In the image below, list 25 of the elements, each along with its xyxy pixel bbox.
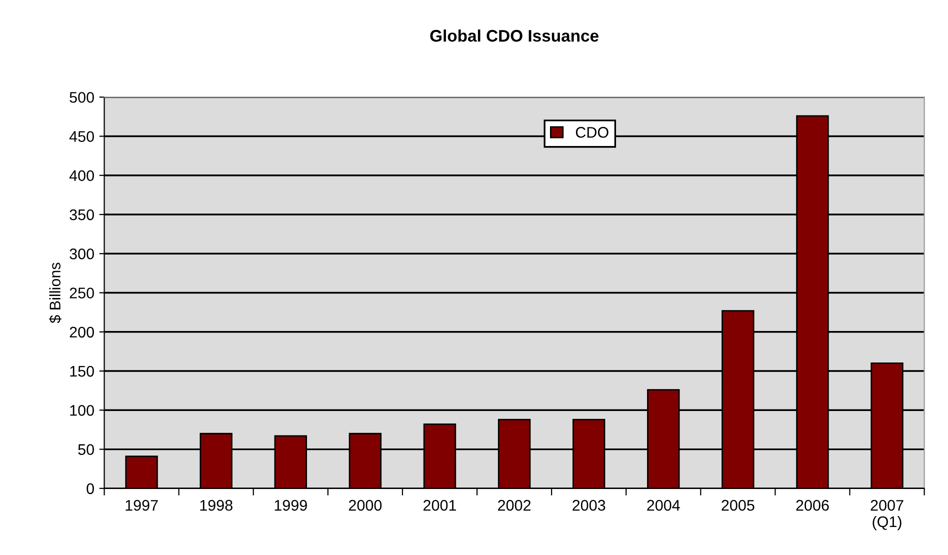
y-tick-label: 450	[69, 131, 94, 142]
x-tick-label: 2004	[647, 500, 680, 511]
y-tick-label: 50	[78, 444, 94, 455]
y-tick-label: 400	[69, 170, 94, 182]
chart-title: Global CDO Issuance	[430, 29, 598, 42]
x-tick-label: 1998	[200, 500, 232, 511]
y-tick-label: 200	[70, 326, 94, 338]
x-tick-label: 1999	[274, 500, 307, 511]
x-tick-label: 2000	[348, 500, 382, 511]
y-tick-label: 100	[70, 405, 94, 416]
x-tick-label: 2005	[722, 500, 754, 511]
y-tick-label: 350	[70, 209, 94, 220]
x-tick-label: 2003	[572, 500, 606, 511]
y-tick-label: 150	[70, 366, 94, 377]
y-tick-label: 250	[70, 288, 94, 298]
x-tick-label: 2002	[498, 500, 531, 511]
y-tick-label: 500	[70, 92, 94, 103]
y-axis-title: $ Billions	[49, 262, 62, 324]
x-tick-label: 2006	[796, 500, 829, 511]
legend-label: CDO	[576, 126, 608, 138]
y-tick-label: 300	[70, 248, 94, 260]
y-tick-label: 0	[86, 483, 94, 494]
x-tick-label: 2001	[424, 500, 456, 511]
x-tick-label: 2007 (Q1)	[870, 500, 904, 530]
x-tick-label: 1997	[126, 500, 158, 511]
